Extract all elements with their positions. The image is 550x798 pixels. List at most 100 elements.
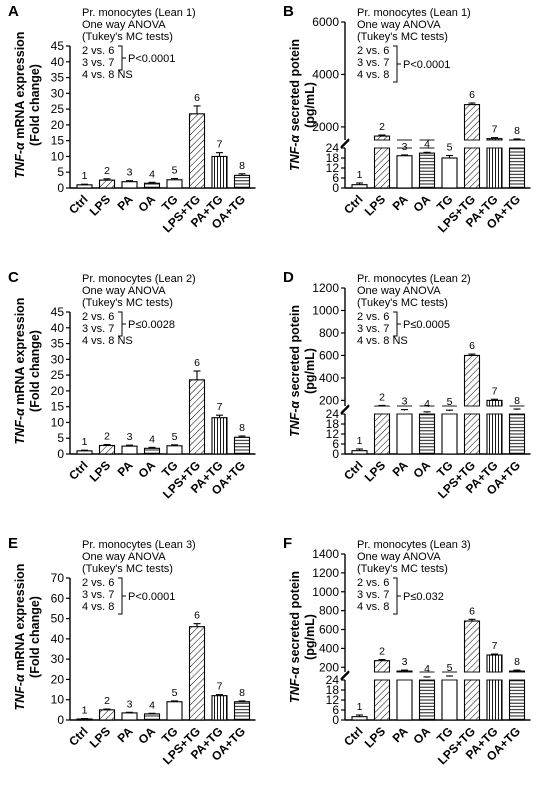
bar-oa	[418, 412, 436, 455]
axis-break-gap	[463, 140, 481, 148]
group-number-label: 5	[172, 687, 178, 699]
bar-lps-tg	[188, 626, 206, 721]
y-tick-label: 18	[326, 683, 340, 697]
group-number-label: 4	[149, 433, 155, 445]
annotation-comparison: 3 vs. 7	[82, 589, 114, 601]
x-category-label: LPS	[87, 724, 113, 750]
panel-e: E TNF-α mRNA expression (Fold change) 0 10 20…	[0, 532, 275, 798]
group-number-label: 2	[104, 165, 110, 177]
y-tick-label: 1000	[312, 303, 339, 317]
group-number-label: 1	[357, 701, 363, 713]
group-number-label: 6	[469, 89, 475, 101]
group-number-label: 7	[492, 640, 498, 652]
y-tick-label: 30	[51, 652, 65, 666]
y-axis-label-italic: TNF-α	[13, 407, 27, 444]
x-category-label: LPS	[362, 724, 388, 750]
group-number-label: 4	[149, 168, 155, 180]
annotation-comparison: 2 vs. 6	[82, 45, 114, 57]
annotation-title: Pr. monocytes (Lean 3)	[82, 539, 196, 551]
group-number-label: 8	[514, 125, 520, 137]
annotation-mc: (Tukey's MC tests)	[357, 297, 448, 309]
p-value: P<0.0001	[128, 591, 175, 603]
y-tick-label: 35	[51, 71, 65, 85]
y-axis-label-rest: mRNA expression	[13, 298, 27, 409]
group-number-label: 1	[82, 436, 88, 448]
annotation-comparison: 4 vs. 8	[82, 601, 114, 613]
axis-break-gap	[508, 672, 526, 680]
annotation-title: Pr. monocytes (Lean 2)	[82, 273, 196, 285]
comparison-bracket	[393, 577, 398, 615]
bar-pa	[396, 409, 413, 455]
bar-pa	[396, 155, 413, 189]
bar-lps-tg	[463, 620, 481, 721]
group-number-label: 8	[514, 656, 520, 668]
group-number-label: 3	[127, 431, 133, 443]
y-tick-label: 400	[319, 371, 339, 385]
x-category-label: Ctrl	[66, 458, 91, 483]
bar-ctrl	[351, 450, 368, 455]
y-tick-label: 24	[326, 141, 340, 155]
axis-break-gap	[486, 672, 503, 680]
bar-tg	[441, 410, 458, 455]
bar-ctrl	[76, 184, 93, 189]
bar-lps-tg	[188, 113, 206, 189]
annotation-title: Pr. monocytes (Lean 1)	[82, 7, 196, 19]
y-tick-label: 30	[51, 352, 65, 366]
axis-break-gap	[418, 672, 436, 680]
panel-c: C TNF-α mRNA expression (Fold change) 0 5 10 1…	[0, 266, 275, 532]
group-number-label: 1	[82, 170, 88, 182]
y-tick-label: 45	[51, 305, 65, 319]
bar-pa-tg	[211, 417, 228, 455]
group-number-label: 2	[104, 431, 110, 443]
bar-ctrl	[76, 450, 93, 455]
bar-pa-tg	[211, 155, 228, 189]
y-axis-label-italic: TNF-α	[288, 134, 302, 171]
group-number-label: 4	[424, 398, 430, 410]
group-number-label: 7	[492, 124, 498, 136]
group-number-label: 8	[239, 687, 245, 699]
y-tick-label: 10	[51, 693, 65, 707]
y-axis-label-italic: TNF-α	[288, 400, 302, 437]
bar-pa-tg	[211, 695, 228, 721]
y-tick-label: 18	[326, 151, 340, 165]
group-number-label: 3	[127, 167, 133, 179]
group-number-label: 6	[469, 340, 475, 352]
annotation-comparison: 2 vs. 6	[357, 577, 389, 589]
annotation-comparison: 4 vs. 8	[357, 69, 389, 81]
p-value: P≤0.0005	[403, 319, 450, 331]
y-tick-label: 24	[326, 407, 340, 421]
bar-oa	[143, 447, 161, 455]
y-tick-label: 200	[319, 393, 339, 407]
annotation-comparison: 4 vs. 8 NS	[357, 335, 408, 347]
group-number-label: 1	[357, 169, 363, 181]
bar-oa	[418, 152, 436, 189]
group-number-label: 4	[424, 663, 430, 675]
annotation-comparison: 2 vs. 6	[357, 311, 389, 323]
group-number-label: 2	[379, 391, 385, 403]
x-category-label: Ctrl	[66, 192, 91, 217]
y-axis-label-rest: secreted potein	[288, 39, 302, 135]
y-tick-label: 0	[57, 181, 64, 195]
annotation-title: Pr. monocytes (Lean 2)	[357, 273, 471, 285]
annotation-comparison: 3 vs. 7	[82, 57, 114, 69]
axis-break-gap	[508, 140, 526, 148]
panel-letter: D	[283, 269, 294, 286]
panel-b: B TNF-α secreted potein (pg/mL) 0 6 12 18 24 200…	[275, 0, 550, 266]
bar-lps-tg	[188, 379, 206, 455]
axis-break-mark	[340, 139, 350, 149]
bar-oa-tg	[233, 174, 251, 189]
y-tick-label: 40	[51, 321, 65, 335]
axis-break-gap	[396, 140, 413, 148]
panel-letter: A	[8, 3, 19, 20]
bar-pa	[396, 670, 413, 721]
y-axis-label-unit: (pg/mL)	[303, 82, 317, 128]
group-number-label: 3	[402, 656, 408, 668]
y-tick-label: 18	[326, 417, 340, 431]
group-number-label: 7	[217, 681, 223, 693]
y-tick-label: 6	[332, 171, 339, 185]
y-tick-label: 25	[51, 368, 65, 382]
x-category-label: PA	[390, 192, 411, 213]
comparison-bracket	[118, 311, 123, 337]
y-axis-label-unit: (pg/mL)	[303, 348, 317, 394]
